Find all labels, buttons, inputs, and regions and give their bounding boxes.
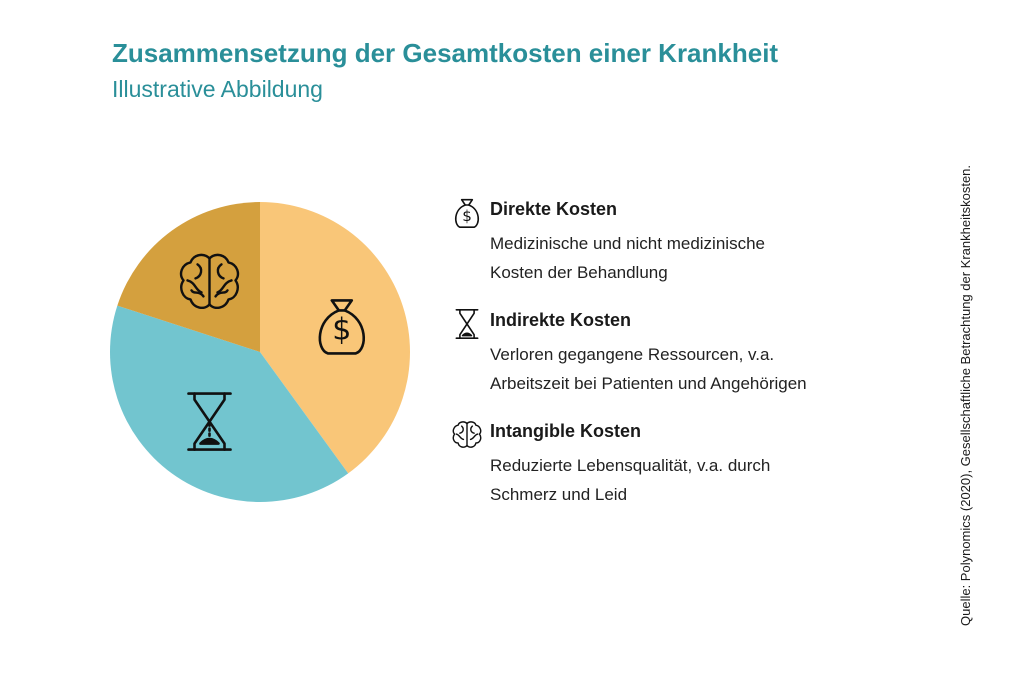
legend-name: Direkte Kosten bbox=[490, 199, 618, 219]
source-text: Quelle: Polynomics (2020), Gesellschaftl… bbox=[958, 164, 973, 626]
svg-text:$: $ bbox=[332, 312, 351, 347]
legend-name: Indirekte Kosten bbox=[490, 310, 632, 330]
money-bag-icon: $ bbox=[318, 299, 366, 355]
legend-name: Intangible Kosten bbox=[490, 421, 642, 441]
pie-slice-indirekte-kosten bbox=[109, 305, 349, 502]
money-bag-icon: $ bbox=[454, 198, 480, 229]
legend-desc-line: Kosten der Behandlung bbox=[490, 263, 668, 282]
legend-desc-line: Reduzierte Lebensqualität, v.a. durch bbox=[490, 456, 771, 475]
hourglass-icon bbox=[455, 308, 479, 340]
brain-icon bbox=[179, 253, 240, 310]
legend-desc-line: Verloren gegangene Ressourcen, v.a. bbox=[490, 345, 775, 364]
chart-subtitle: Illustrative Abbildung bbox=[112, 76, 323, 102]
legend-desc: Verloren gegangene Ressourcen, v.a. Arbe… bbox=[490, 340, 910, 398]
source-note: Quelle: Polynomics (2020), Gesellschaftl… bbox=[946, 96, 986, 626]
legend-desc-line: Medizinische und nicht medizinische bbox=[490, 234, 765, 253]
hourglass-icon bbox=[187, 392, 232, 451]
svg-text:$: $ bbox=[462, 207, 472, 225]
legend-desc: Medizinische und nicht medizinische Kost… bbox=[490, 229, 910, 287]
pie-chart: $ bbox=[109, 202, 410, 502]
pie-slice-intangible-kosten bbox=[117, 202, 260, 352]
pie-slice-direkte-kosten bbox=[260, 202, 410, 474]
legend-desc-line: Arbeitszeit bei Patienten und Angehörige… bbox=[490, 374, 807, 393]
brain-icon bbox=[452, 421, 482, 448]
legend-desc: Reduzierte Lebensqualität, v.a. durch Sc… bbox=[490, 451, 910, 509]
legend-desc-line: Schmerz und Leid bbox=[490, 485, 628, 504]
chart-title: Zusammensetzung der Gesamtkosten einer K… bbox=[112, 38, 779, 68]
